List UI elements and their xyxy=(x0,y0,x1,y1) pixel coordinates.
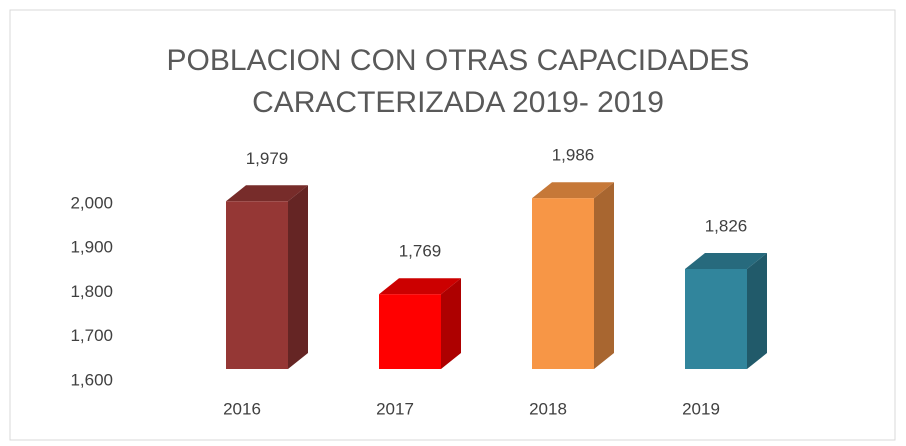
bar xyxy=(226,201,288,369)
x-tick-label: 2019 xyxy=(682,399,720,418)
y-tick-label: 1,600 xyxy=(70,370,113,389)
bar-top xyxy=(379,278,461,295)
y-tick-label: 1,900 xyxy=(70,238,113,257)
bar xyxy=(685,268,747,369)
y-tick-label: 1,700 xyxy=(70,326,113,345)
bar-side xyxy=(441,278,461,369)
bar-top xyxy=(226,185,308,202)
bar-side xyxy=(594,182,614,369)
x-tick-label: 2018 xyxy=(529,399,567,418)
data-label: 1,979 xyxy=(246,149,289,168)
bar xyxy=(379,294,441,369)
bar-side xyxy=(288,185,308,369)
data-label: 1,986 xyxy=(552,146,595,165)
bar xyxy=(532,198,594,369)
chart-title: CARACTERIZADA 2019- 2019 xyxy=(252,86,664,119)
data-label: 1,826 xyxy=(705,216,748,235)
bar-side xyxy=(747,252,767,369)
x-tick-label: 2017 xyxy=(376,399,414,418)
x-tick-label: 2016 xyxy=(223,399,261,418)
y-tick-label: 2,000 xyxy=(70,193,113,212)
chart-title: POBLACION CON OTRAS CAPACIDADES xyxy=(167,44,750,77)
bar-top xyxy=(685,252,767,269)
bar-top xyxy=(532,182,614,199)
y-tick-label: 1,800 xyxy=(70,282,113,301)
data-label: 1,769 xyxy=(399,242,442,261)
